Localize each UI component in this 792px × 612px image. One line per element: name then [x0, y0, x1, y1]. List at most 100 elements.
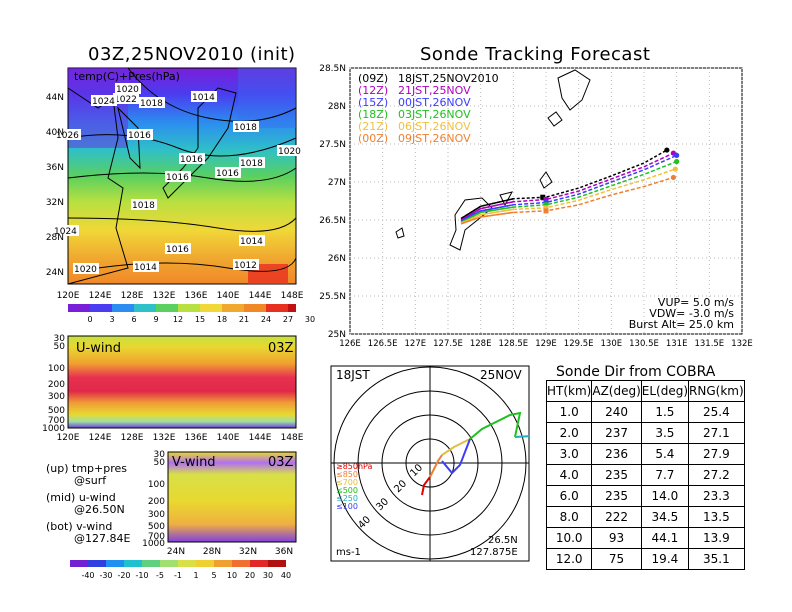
map-lon-tick: 148E [281, 291, 304, 301]
isobar-label: 1016 [179, 153, 205, 165]
dir-table-row: 8.0 222 34.5 13.5 [545, 506, 745, 528]
dir-header-rng: RNG(km) [688, 380, 745, 402]
map-lat-tick: 44N [46, 93, 64, 103]
hodograph-surface [421, 476, 431, 496]
isobar-label-text: 1012 [234, 261, 257, 271]
isobar-label-text: 1014 [134, 263, 157, 273]
track-series-line [460, 152, 674, 221]
dir-table-cell: 4.0 [545, 464, 593, 486]
track-legend-zulu: (18Z) [358, 108, 388, 121]
dir-table-cell: 27.9 [688, 443, 745, 465]
u-wind-p-tick: 300 [48, 392, 65, 402]
isobar-label-text: 1026 [56, 131, 79, 141]
v-wind-p-tick: 1000 [142, 539, 165, 549]
track-param: VDW= -3.0 m/s [649, 307, 734, 320]
v-wind-colorbar-tick: 30 [263, 571, 273, 580]
dir-table-cell: 6.0 [545, 485, 593, 507]
isobar-label-text: 1020 [116, 85, 139, 95]
map-colorbar-tick: 30 [305, 315, 315, 324]
track-lon-tick: 131E [666, 339, 688, 349]
track-series-start [460, 197, 514, 220]
dir-table-cell: 75 [591, 548, 642, 570]
isobar-label-text: 1014 [192, 93, 215, 103]
polar-loc-lat: 26.5N [488, 535, 518, 546]
track-lat-tick: 27.5N [319, 140, 346, 150]
map-lat-tick: 36N [46, 163, 64, 173]
map-colorbar-tick: 6 [131, 315, 136, 324]
isobar-label: 1014 [133, 261, 159, 273]
u-wind-lon-tick: 128E [121, 433, 144, 443]
u-wind-p-tick: 100 [48, 364, 65, 374]
dir-table-cell: 14.0 [640, 485, 690, 507]
dir-table-cell: 1.0 [545, 401, 593, 423]
track-legend-zulu: (15Z) [358, 96, 388, 109]
map-lon-tick: 140E [217, 291, 240, 301]
track-lon-tick: 129E [535, 339, 557, 349]
dir-table-cell: 27.2 [688, 464, 745, 486]
dir-table-cell: 23.3 [688, 485, 745, 507]
dir-table-cell: 235 [591, 464, 642, 486]
u-wind-p-tick: 1000 [42, 424, 65, 434]
isobar-label: 1024 [91, 95, 117, 107]
v-wind-colorbar-tick: -30 [99, 571, 112, 580]
polar-height-legend: ≤500 [336, 486, 358, 495]
isobar-label-text: 1020 [74, 265, 97, 275]
polar-height-legend: ≤250 [336, 494, 358, 503]
isobar-label-text: 1014 [240, 237, 263, 247]
isobar-label: 1016 [215, 167, 241, 179]
v-wind-p-tick: 200 [148, 497, 165, 507]
dir-table-cell: 25.4 [688, 401, 745, 423]
map-lat-tick: 40N [46, 128, 64, 138]
v-wind-lat-tick: 36N [275, 547, 293, 557]
track-legend-time: 18JST,25NOV2010 [398, 72, 499, 85]
hodograph-250 [514, 435, 530, 438]
polar-height-legend: ≤700 [336, 478, 358, 487]
isobar-label: 1020 [277, 145, 303, 157]
map-colorbar-tick: 27 [283, 315, 293, 324]
isobar-label: 1018 [233, 121, 259, 133]
isobar-label: 1012 [233, 259, 259, 271]
isobar-label-text: 1016 [180, 155, 203, 165]
isobar-label-text: 1024 [92, 97, 115, 107]
polar-height-legend: ≤850 [336, 470, 358, 479]
dir-table-cell: 19.4 [640, 548, 690, 570]
isobar-label: 1016 [165, 243, 191, 255]
track-lon-tick: 126.5E [368, 339, 398, 349]
track-lat-tick: 25N [328, 330, 346, 340]
isobar-label-text: 1020 [278, 147, 301, 157]
isobar-label: 1014 [191, 91, 217, 103]
dir-table-cell: 10.0 [545, 527, 593, 549]
dir-table-cell: 1.5 [640, 401, 690, 423]
dir-table-row: 6.0 235 14.0 23.3 [545, 485, 745, 507]
track-param: VUP= 5.0 m/s [658, 296, 734, 309]
v-wind-colorbar-tick: 1 [193, 571, 198, 580]
isobar-label-text: 1018 [240, 159, 263, 169]
dir-table-cell: 240 [591, 401, 642, 423]
note-up-level: @surf [74, 474, 107, 487]
isobar-label: 1018 [139, 97, 165, 109]
dir-table-cell: 35.1 [688, 548, 745, 570]
v-wind-colorbar-tick: 20 [245, 571, 255, 580]
map-lon-tick: 132E [153, 291, 176, 301]
hodograph-100 [441, 438, 471, 475]
dir-table-cell: 2.0 [545, 422, 593, 444]
dir-table-cell: 237 [591, 422, 642, 444]
track-launch-marker [540, 194, 546, 200]
v-wind-colorbar-tick: 10 [227, 571, 237, 580]
polar-unit: ms-1 [336, 547, 361, 558]
u-wind-lon-tick: 140E [217, 433, 240, 443]
v-wind-colorbar-tick: 40 [281, 571, 291, 580]
note-bot-level: @127.84E [74, 532, 131, 545]
isobar-label: 1016 [127, 129, 153, 141]
isobar-label-text: 1022 [114, 95, 137, 105]
track-burst-point [670, 174, 676, 181]
track-burst-point [672, 166, 678, 172]
v-wind-colorbar-tick: -10 [135, 571, 148, 580]
track-legend-time: 00JST,26NOV [398, 96, 471, 109]
hodograph-500 [469, 411, 522, 440]
isobar-label: 1024 [53, 225, 79, 237]
track-launch-marker [543, 202, 549, 208]
dir-table-cell: 12.0 [545, 548, 593, 570]
track-lat-tick: 27N [328, 178, 346, 188]
